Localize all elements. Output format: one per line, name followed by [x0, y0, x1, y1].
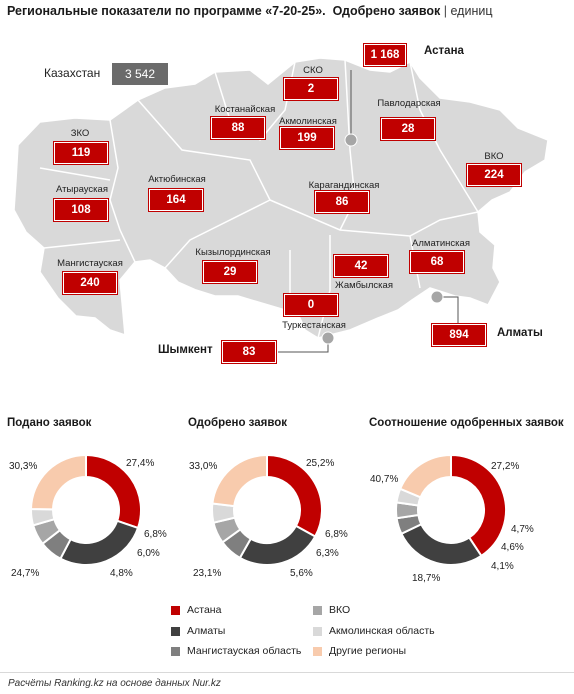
region-name-mangistau: Мангистауская [57, 258, 123, 269]
legend-label-vko: ВКО [329, 604, 351, 616]
pct-2-3: 4,6% [501, 542, 524, 553]
region-name-akmola: Акмолинская [279, 116, 337, 127]
donut-0-slice-almaty [59, 519, 140, 566]
kazakhstan-label: Казахстан [44, 66, 101, 80]
legend-swatch-almaty [171, 626, 180, 636]
legend-swatch-other [313, 646, 322, 656]
almaty-leader [437, 296, 459, 330]
legend-item-other: Другие регионы [313, 645, 406, 657]
donut-2-slice-astana [450, 453, 507, 558]
legend-swatch-mangistau [171, 646, 180, 656]
donut-2-slice-almaty [400, 522, 483, 566]
legend-label-other: Другие регионы [329, 645, 407, 657]
region-value-aktobe: 164 [150, 190, 202, 210]
region-value-42: 42 [335, 256, 387, 276]
region-value-vko: 224 [468, 165, 520, 185]
region-value-sko: 2 [285, 79, 337, 99]
pct-1-4: 5,6% [290, 568, 313, 579]
donut-1-slice-almaty [238, 524, 317, 566]
legend-swatch-astana [171, 605, 180, 615]
footer-divider [0, 672, 574, 673]
legend-item-almaty: Алматы [171, 625, 225, 637]
region-value-akmola: 199 [281, 128, 333, 148]
title-unit: единиц [450, 4, 493, 18]
region-name-zhambyl: Жамбылская [335, 280, 393, 291]
region-value-almaty-city: 894 [433, 325, 485, 345]
region-value-astana: 1 168 [365, 45, 405, 65]
region-name-vko: ВКО [484, 151, 504, 162]
donut-charts [29, 453, 507, 566]
region-name-sko: СКО [303, 65, 323, 76]
legend-swatch-vko [313, 605, 322, 615]
pct-0-5: 24,7% [11, 568, 40, 579]
astana-marker [344, 133, 358, 147]
region-name-karaganda: Карагандинская [308, 180, 380, 191]
legend-item-astana: Астана [171, 604, 221, 616]
region-value-almaty-oblast: 68 [411, 252, 463, 272]
region-name-aktobe: Актюбинская [148, 174, 206, 185]
legend-label-astana: Астана [187, 604, 222, 616]
donut-1-slice-other [211, 453, 268, 508]
pct-0-1: 27,4% [126, 458, 155, 469]
pct-1-0: 33,0% [189, 461, 218, 472]
chart-title: Региональные показатели по программе «7-… [7, 4, 492, 18]
city-label-shymkent: Шымкент [158, 344, 213, 356]
donut-title-ratio: Соотношение одобренных заявок [369, 417, 564, 429]
donut-title-approved: Одобрено заявок [188, 417, 288, 429]
pct-2-2: 4,7% [511, 524, 534, 535]
region-name-almaty-oblast: Алматинская [412, 238, 470, 249]
donut-title-submitted: Подано заявок [7, 417, 92, 429]
legend-label-almaty: Алматы [187, 625, 226, 637]
pct-2-5: 18,7% [412, 573, 441, 584]
pct-0-4: 4,8% [110, 568, 133, 579]
pct-0-2: 6,8% [144, 529, 167, 540]
pct-2-4: 4,1% [491, 561, 514, 572]
region-name-kyzylorda: Кызылординская [195, 247, 271, 258]
region-value-mangistau: 240 [64, 273, 116, 293]
city-label-almaty: Алматы [497, 327, 543, 339]
region-value-shymkent: 83 [223, 342, 275, 362]
title-separator: | [443, 4, 447, 18]
shymkent-leader [278, 340, 329, 353]
donut-0-slice-other [29, 453, 87, 511]
legend-label-akmola: Акмолинская область [329, 625, 435, 637]
legend-label-mangistau: Мангистауская область [187, 645, 302, 657]
legend-item-mangistau: Мангистауская область [171, 645, 301, 657]
legend-item-vko: ВКО [313, 604, 350, 616]
pct-0-0: 30,3% [9, 461, 38, 472]
region-name-pavlodar: Павлодарская [377, 98, 441, 109]
region-name-atyrau: Атырауская [56, 184, 108, 195]
source-note: Расчёты Ranking.kz на основе данных Nur.… [8, 678, 221, 689]
region-value-atyrau: 108 [55, 200, 107, 220]
pct-1-2: 6,8% [325, 529, 348, 540]
region-value-zko: 119 [55, 143, 107, 163]
city-label-astana: Астана [424, 45, 464, 57]
region-value-0: 0 [285, 295, 337, 315]
pct-2-0: 40,7% [370, 474, 399, 485]
map-outline [13, 57, 549, 339]
kazakhstan-total: 3 542 [112, 63, 168, 85]
region-name-kostanay: Костанайская [214, 104, 276, 115]
region-value-kostanay: 88 [212, 118, 264, 138]
legend-item-akmola: Акмолинская область [313, 625, 435, 637]
region-value-kyzylorda: 29 [204, 262, 256, 282]
region-name-turkestan: Туркестанская [282, 320, 346, 331]
almaty-marker [430, 290, 444, 304]
legend-swatch-akmola [313, 626, 322, 636]
region-value-karaganda: 86 [316, 192, 368, 212]
region-name-zko: ЗКО [70, 128, 90, 139]
pct-1-5: 23,1% [193, 568, 222, 579]
title-subtitle: Одобрено заявок [332, 4, 441, 18]
region-value-pavlodar: 28 [382, 119, 434, 139]
donut-2-slice-other [398, 453, 452, 499]
shymkent-marker [321, 331, 335, 345]
pct-1-1: 25,2% [306, 458, 335, 469]
pct-2-1: 27,2% [491, 461, 520, 472]
title-main: Региональные показатели по программе «7-… [7, 4, 326, 18]
pct-0-3: 6,0% [137, 548, 160, 559]
pct-1-3: 6,3% [316, 548, 339, 559]
